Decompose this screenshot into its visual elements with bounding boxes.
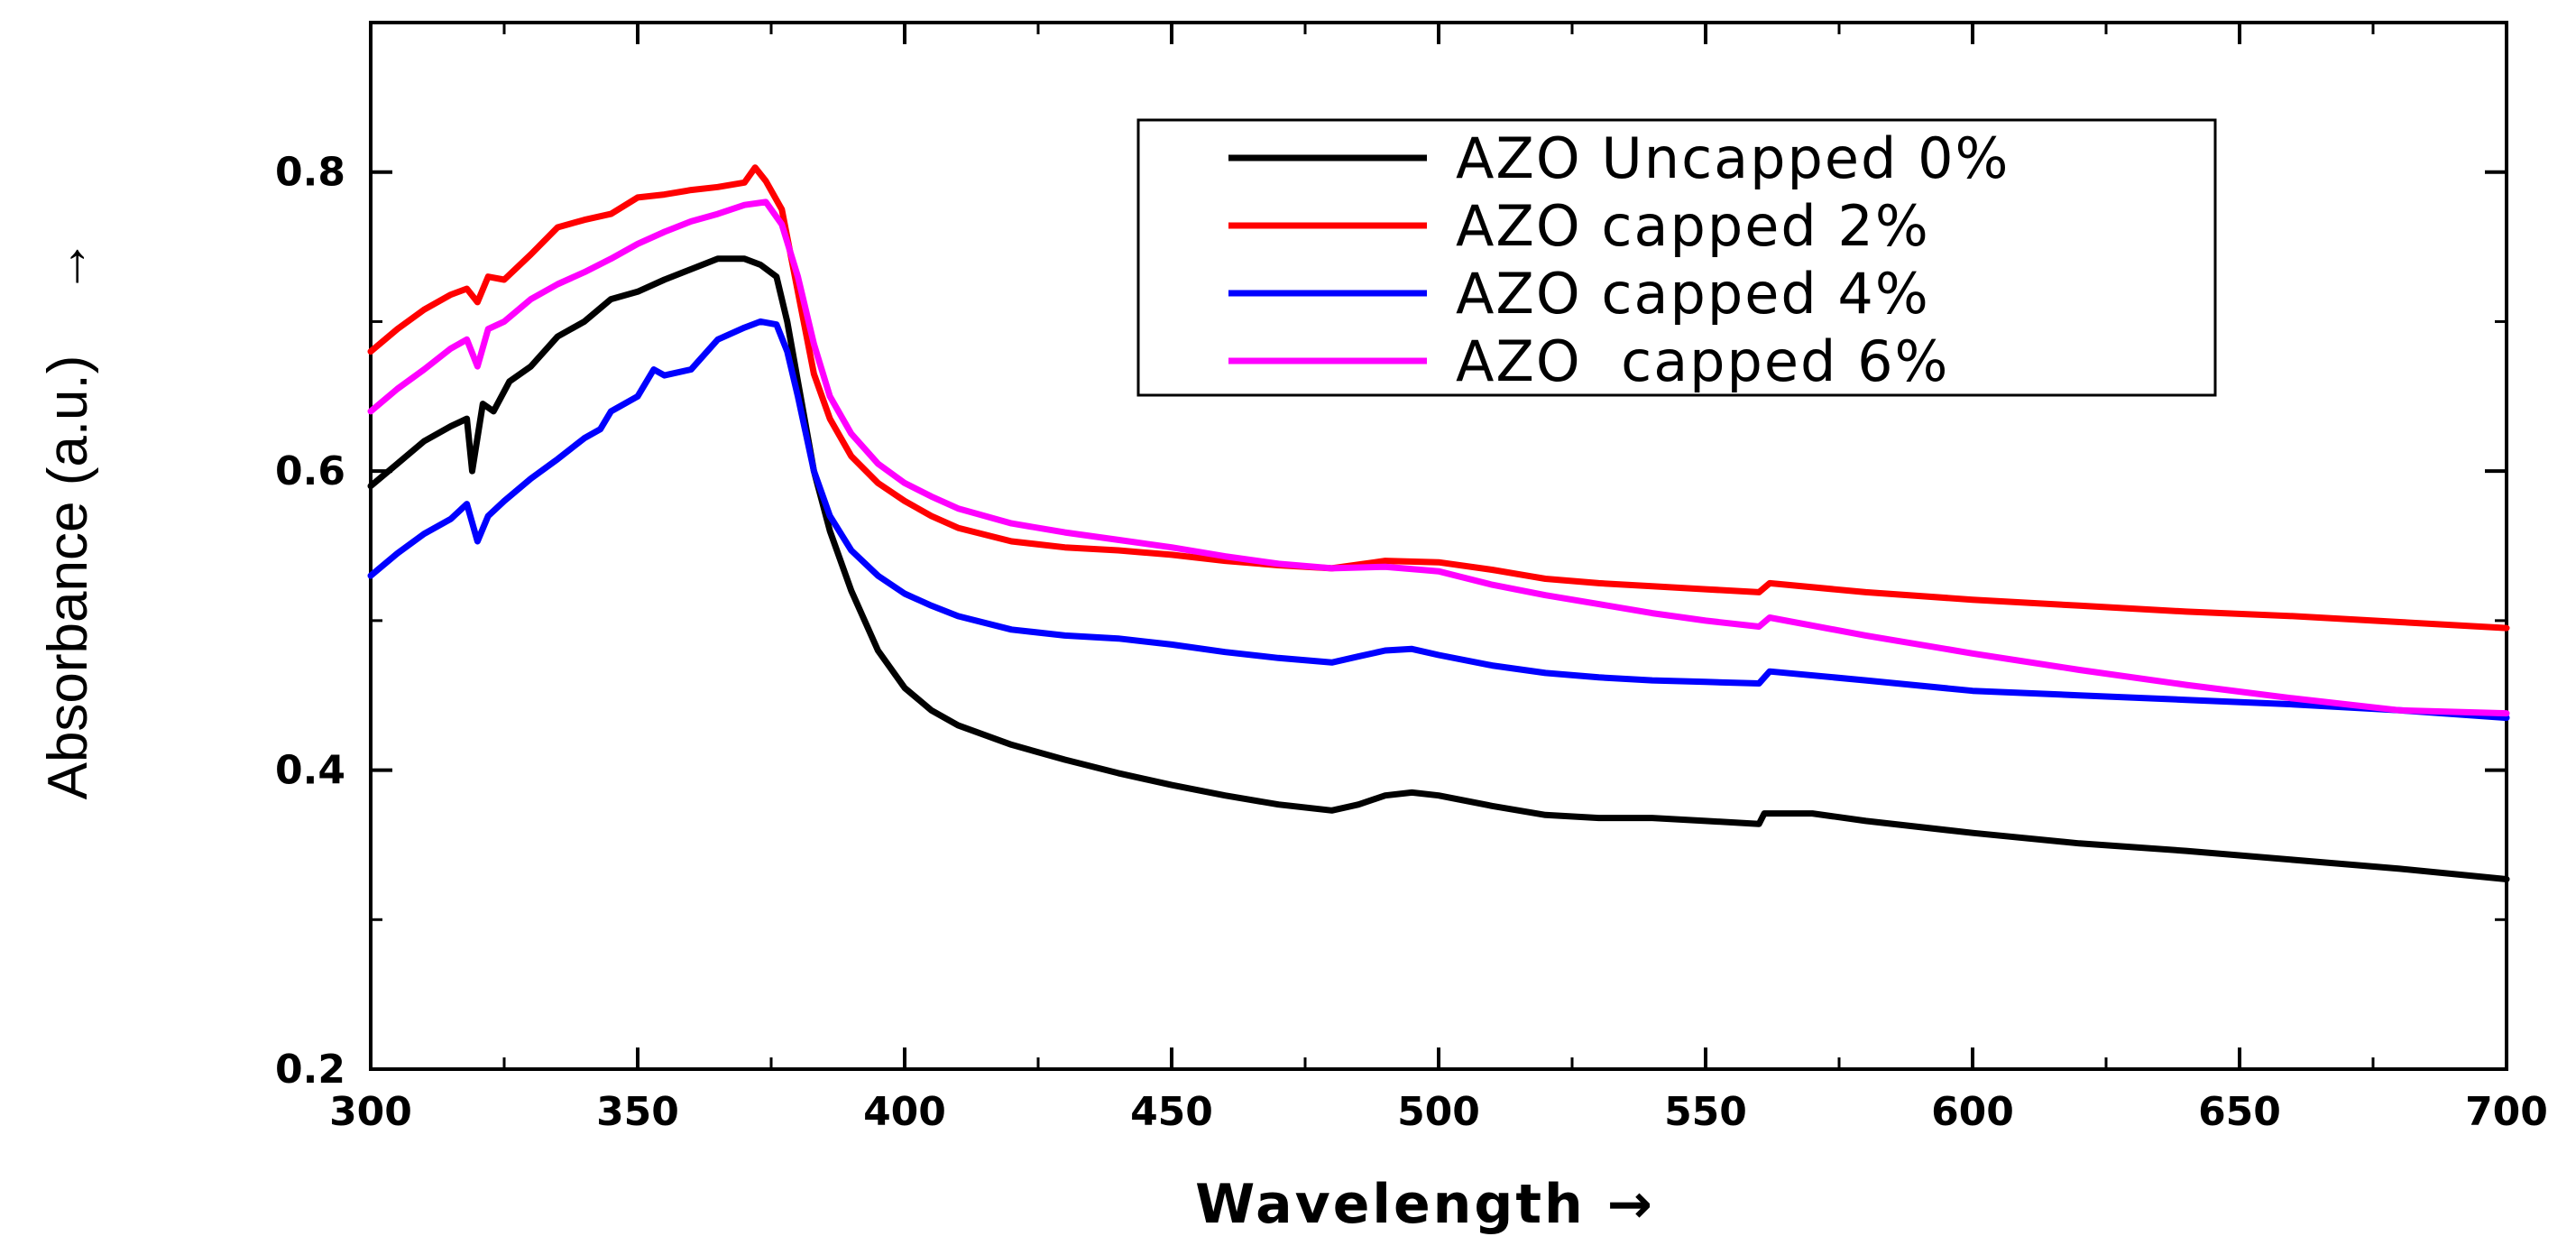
x-tick-label: 450 [1130,1089,1213,1135]
y-axis: 0.2 0.4 0.6 0.8 [275,21,2507,1093]
legend-label: AZO Uncapped 0% [1456,125,2010,191]
y-tick-label: 0.8 [275,150,345,196]
series-lines [367,164,2510,882]
legend-label: AZO capped 6% [1456,328,1949,394]
y-axis-arrow-group: → [37,238,99,294]
series-line [367,255,2510,882]
x-tick-label: 500 [1397,1089,1480,1135]
y-axis-arrow: → [37,238,99,294]
x-tick-label: 350 [596,1089,679,1135]
series-line [367,164,2510,632]
legend-box [1136,118,2217,397]
y-axis-title-group: Absorbance (a.u.) [37,355,99,800]
y-tick-label: 0.6 [275,448,345,494]
y-axis-title: Absorbance (a.u.) [37,355,99,800]
series-line [367,198,2510,717]
series-line [367,318,2510,722]
y-tick-label: 0.4 [275,748,345,794]
x-axis-title: Wavelength → [1195,1173,1655,1236]
legend-label: AZO capped 2% [1456,193,1930,259]
legend-label: AZO capped 4% [1456,261,1930,327]
x-tick-label: 650 [2198,1089,2281,1135]
x-tick-label: 700 [2465,1089,2548,1135]
x-tick-label: 300 [329,1089,412,1135]
x-tick-label: 550 [1664,1089,1747,1135]
x-tick-label: 400 [863,1089,946,1135]
legend: AZO Uncapped 0%AZO capped 2%AZO capped 4… [1136,118,2217,397]
x-tick-label: 600 [1931,1089,2014,1135]
y-tick-label: 0.2 [275,1047,345,1093]
x-axis: 300 350 400 450 500 550 600 650 700 [329,23,2548,1135]
